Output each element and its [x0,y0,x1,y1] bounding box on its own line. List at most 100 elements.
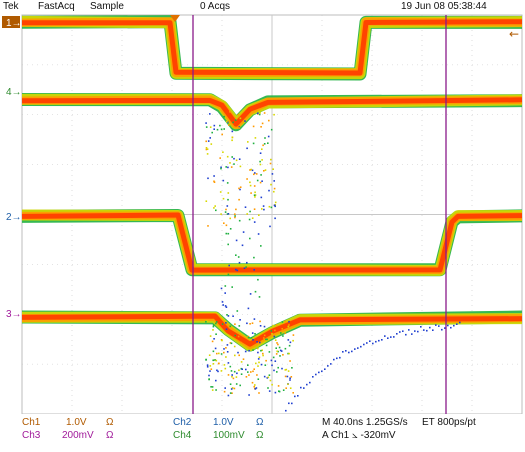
ch3-glitch-dots [271,364,273,367]
ch4-glitch-dots [259,112,261,114]
ch3-glitch-dots [233,387,236,390]
ch4-glitch-dots [221,133,223,136]
glitch-dots [253,318,256,320]
ch3-glitch-dots [276,350,278,353]
ch3-glitch-dots [259,325,262,327]
ch3-scale[interactable]: 200mV [62,430,94,441]
ch3-glitch-dots [287,370,290,372]
ch3-recovery-dot [291,402,293,405]
cursor-lines [192,15,447,414]
ch3-glitch-dots [255,362,257,365]
ch4-glitch-dots [246,178,248,180]
ch3-glitch-dots [230,370,233,372]
ch3-name[interactable]: Ch3 [22,430,41,441]
ch3-glitch-dots [234,354,236,357]
ch3-recovery-dot [345,350,347,352]
ch4-glitch-dots [253,194,256,196]
ch3-recovery-dot [450,326,452,329]
ch3-glitch-dots [240,341,242,344]
ch3-glitch-dots [227,394,230,397]
glitch-dots [238,261,241,264]
ch4-glitch-dots [231,130,234,133]
ch3-glitch-dots [225,356,227,358]
ch3-glitch-dots [230,388,233,390]
ch3-glitch-dots [236,372,238,375]
ch4-glitch-dots [213,124,216,127]
ch3-glitch-dots [218,352,220,355]
ch3-glitch-dots [213,338,215,340]
ch3-glitch-dots [259,341,261,344]
ch4-glitch-dots [274,201,277,204]
ch3-glitch-dots [223,364,226,366]
ch4-glitch-dots [267,135,270,138]
ch2-name[interactable]: Ch2 [173,417,192,428]
ch3-glitch-dots [240,373,243,375]
ch4-glitch-dots [273,204,276,207]
ch4-name[interactable]: Ch4 [173,430,192,441]
ch3-glitch-dots [279,349,282,352]
timebase-readout[interactable]: M 40.0ns 1.25GS/s [322,417,408,428]
ch3-glitch-dots [260,363,263,366]
ch3-glitch-dots [215,321,218,323]
ch3-recovery-dot [402,330,404,332]
ch4-glitch-dots [219,191,222,193]
ch3-glitch-dots [247,371,249,373]
ch4-glitch-dots [251,217,254,219]
ch4-glitch-dots [214,205,216,207]
ch3-glitch-dots [231,392,233,394]
ch4-glitch-dots [222,151,224,153]
ch3-glitch-dots [282,335,284,337]
ch4-glitch-dots [235,159,238,162]
ch3-glitch-dots [249,323,251,325]
ch4-glitch-dots [239,117,242,120]
ch4-glitch-dots [260,196,263,199]
ch3-glitch-dots [225,328,228,330]
ch4-glitch-dots [215,209,217,212]
ch3-glitch-dots [206,364,209,366]
ch3-recovery-dot [342,351,344,353]
ch3-glitch-dots [212,363,215,365]
ch4-glitch-dots [222,179,225,182]
glitch-dots [225,232,228,235]
ch3-glitch-dots [284,375,287,378]
ch4-glitch-dots [220,128,223,131]
ch3-glitch-dots [254,388,257,390]
ch3-glitch-dots [205,320,207,323]
ch4-glitch-dots [223,115,225,118]
ch3-recovery-dot [312,376,314,378]
ch3-glitch-dots [240,361,243,363]
ch4-glitch-dots [205,126,208,128]
ch1-scale[interactable]: 1.0V [66,417,87,428]
ch3-glitch-dots [215,333,217,335]
glitch-dots [224,285,227,287]
ch3-glitch-dots [277,343,279,346]
ch3-glitch-dots [257,358,260,360]
ch3-glitch-dots [292,334,295,336]
ch3-glitch-dots [287,339,290,341]
ch2-scale[interactable]: 1.0V [213,417,234,428]
ch4-glitch-dots [213,128,215,130]
trigger-readout[interactable]: A Ch1 ⦣ -320mV [322,430,396,441]
ch4-glitch-dots [261,159,263,161]
ch4-glitch-dots [223,222,225,224]
status-bar: Tek FastAcq Sample 0 Acqs 19 Jun 08 05:3… [0,0,525,14]
ch3-glitch-dots [246,322,248,325]
ch4-scale[interactable]: 100mV [213,430,245,441]
ch3-glitch-dots [266,377,269,379]
ch3-glitch-dots [212,325,215,328]
glitch-dots [224,292,226,294]
ch4-glitch-dots [262,144,264,147]
sample-mode-label[interactable]: Sample [90,1,124,12]
acquisition-mode-label[interactable]: FastAcq [38,1,75,12]
ch3-glitch-dots [289,387,292,389]
ch3-recovery-dot [414,330,416,332]
ch3-recovery-dot [405,333,407,336]
ch4-glitch-dots [273,190,275,193]
acquisition-count: 0 Acqs [200,1,231,12]
ch4-glitch-dots [223,128,225,130]
ch1-name[interactable]: Ch1 [22,417,41,428]
ch3-glitch-dots [273,335,276,338]
ch3-glitch-dots [242,358,245,360]
ch3-glitch-dots [210,368,213,370]
ch3-glitch-dots [206,366,209,368]
